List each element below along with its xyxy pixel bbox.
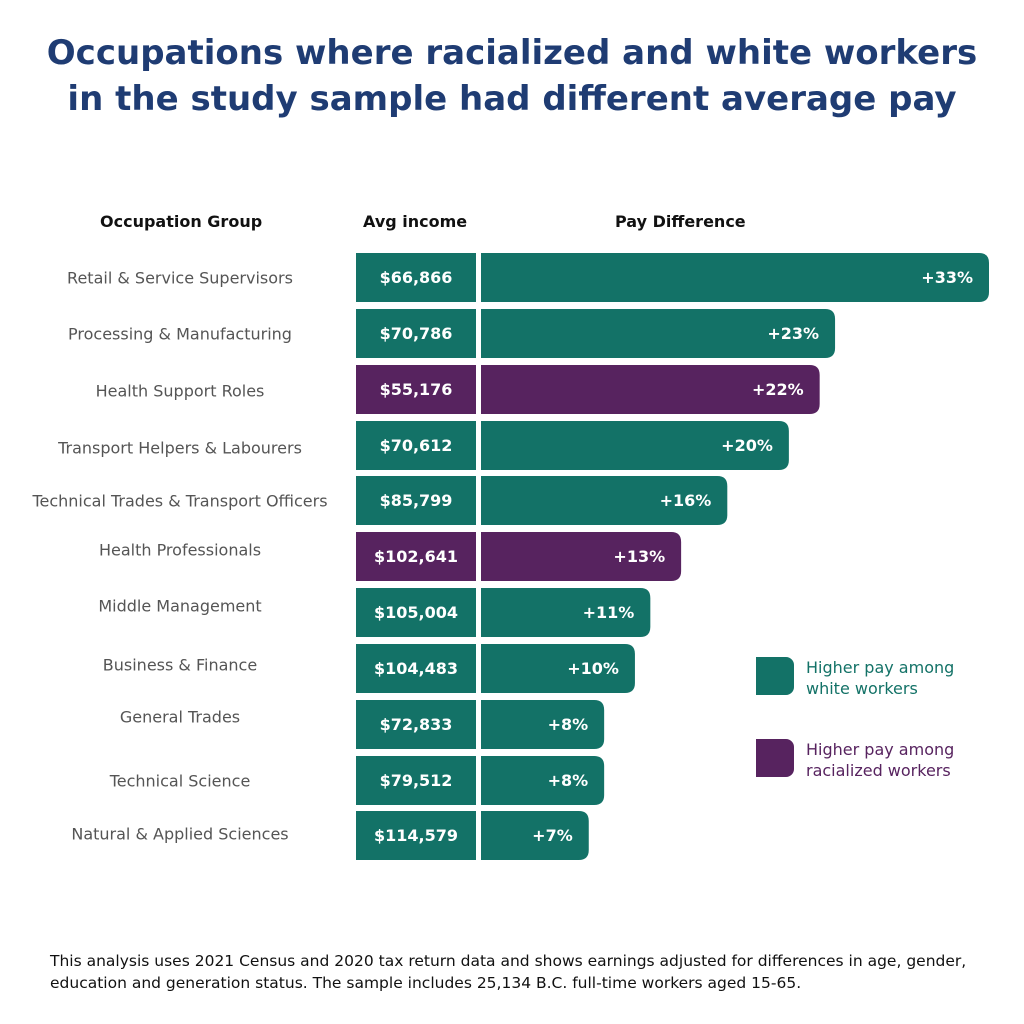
occupation-label: Transport Helpers & Labourers: [57, 439, 302, 458]
income-cell: [356, 756, 476, 805]
income-cell: [356, 700, 476, 749]
pay-difference-label: +8%: [548, 715, 589, 734]
occupation-label: Processing & Manufacturing: [68, 325, 292, 344]
pay-difference-bar: [481, 811, 589, 860]
income-value: $104,483: [374, 659, 458, 678]
pay-difference-label: +13%: [613, 547, 665, 566]
pay-difference-bar: [481, 476, 728, 525]
legend-item-white: Higher pay among white workers: [756, 657, 1006, 699]
pay-difference-bar: [481, 309, 836, 358]
income-value: $79,512: [380, 771, 453, 790]
pay-difference-label: +11%: [583, 603, 635, 622]
legend-white-line-2: white workers: [806, 679, 918, 698]
pay-difference-label: +7%: [532, 826, 573, 845]
legend-text-white: Higher pay among white workers: [806, 657, 1006, 699]
pay-difference-bar: [481, 253, 989, 302]
occupation-label: Business & Finance: [103, 656, 257, 675]
difference-column-header: Pay Difference: [615, 212, 746, 231]
pay-difference-bar: [481, 532, 682, 581]
income-cell: [356, 532, 476, 581]
income-value: $85,799: [380, 491, 453, 510]
legend-racialized-line-2: racialized workers: [806, 761, 951, 780]
occupation-label: Technical Science: [109, 772, 251, 791]
pay-difference-bar: [481, 365, 820, 414]
legend-swatch-racialized: [756, 739, 794, 777]
pay-difference-label: +8%: [548, 771, 589, 790]
pay-difference-label: +10%: [567, 659, 619, 678]
income-value: $55,176: [380, 380, 453, 399]
occupation-label: Technical Trades & Transport Officers: [31, 492, 327, 511]
pay-difference-label: +33%: [921, 268, 973, 287]
legend-white-line-1: Higher pay among: [806, 658, 955, 677]
pay-difference-bar: [481, 700, 605, 749]
income-value: $114,579: [374, 826, 458, 845]
chart-title-line-2: in the study sample had different averag…: [67, 79, 957, 119]
pay-difference-bar: [481, 644, 635, 693]
footnote: This analysis uses 2021 Census and 2020 …: [50, 952, 967, 992]
pay-difference-bar: [481, 756, 605, 805]
income-cell: [356, 253, 476, 302]
occupation-column-header: Occupation Group: [100, 212, 263, 231]
income-value: $102,641: [374, 547, 458, 566]
pay-difference-label: +16%: [660, 491, 712, 510]
occupation-label: Retail & Service Supervisors: [67, 269, 293, 288]
pay-difference-label: +20%: [721, 436, 773, 455]
pay-difference-bar: [481, 421, 789, 470]
legend-racialized-line-1: Higher pay among: [806, 740, 955, 759]
occupation-label: Health Support Roles: [96, 382, 265, 401]
income-cell: [356, 309, 476, 358]
pay-difference-label: +22%: [752, 380, 804, 399]
pay-difference-bar: [481, 588, 651, 637]
legend-swatch-white: [756, 657, 794, 695]
income-cell: [356, 476, 476, 525]
income-value: $66,866: [380, 268, 453, 287]
income-column-header: Avg income: [363, 212, 468, 231]
legend-item-racialized: Higher pay among racialized workers: [756, 739, 1006, 781]
occupation-label: Middle Management: [98, 597, 261, 616]
income-cell: [356, 811, 476, 860]
chart-title: Occupations where racialized and white w…: [0, 30, 1024, 122]
income-value: $70,786: [380, 324, 453, 343]
income-cell: [356, 365, 476, 414]
income-cell: [356, 644, 476, 693]
occupation-label: Natural & Applied Sciences: [71, 825, 288, 844]
chart-title-line-1: Occupations where racialized and white w…: [46, 33, 978, 73]
legend-text-racialized: Higher pay among racialized workers: [806, 739, 1006, 781]
pay-difference-label: +23%: [767, 324, 819, 343]
income-value: $105,004: [374, 603, 458, 622]
income-value: $70,612: [380, 436, 453, 455]
occupation-label: Health Professionals: [99, 541, 261, 560]
income-cell: [356, 588, 476, 637]
occupation-label: General Trades: [120, 708, 240, 727]
income-value: $72,833: [380, 715, 453, 734]
income-cell: [356, 421, 476, 470]
